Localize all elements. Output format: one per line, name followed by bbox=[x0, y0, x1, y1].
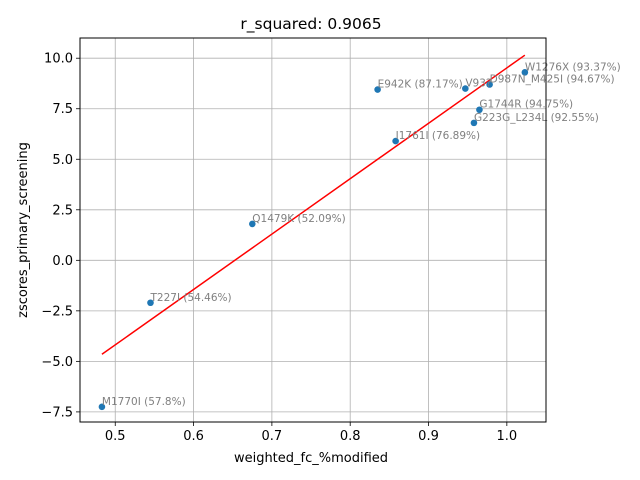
data-point bbox=[147, 299, 154, 307]
data-point bbox=[374, 86, 381, 93]
data-point bbox=[476, 106, 483, 114]
data-point-label: T227I (54.46%) bbox=[149, 292, 231, 304]
y-tick-label: −2.5 bbox=[41, 304, 73, 319]
y-tick-label: 0.0 bbox=[52, 254, 73, 269]
y-tick-label: 10.0 bbox=[44, 52, 73, 67]
fit-line-group bbox=[101, 54, 526, 355]
x-tick-label: 0.5 bbox=[105, 429, 126, 444]
chart-title: r_squared: 0.9065 bbox=[240, 15, 381, 34]
x-tick-label: 0.8 bbox=[340, 429, 361, 444]
data-point bbox=[462, 85, 469, 92]
data-point-label: E942K (87.17%) bbox=[378, 79, 463, 91]
y-axis-title: zscores_primary_screening bbox=[16, 142, 31, 318]
y-tick-label: −7.5 bbox=[41, 405, 73, 420]
data-point bbox=[521, 69, 529, 76]
data-point-label: G223G_L234L (92.55%) bbox=[474, 112, 599, 124]
data-point-label: M1770I (57.8%) bbox=[102, 396, 186, 408]
points-group bbox=[98, 69, 529, 411]
y-tick-label: 7.5 bbox=[52, 102, 73, 117]
grid bbox=[80, 38, 546, 422]
data-point-label: W1276X (93.37%) bbox=[525, 61, 621, 73]
x-tick-label: 0.9 bbox=[418, 429, 439, 444]
data-point bbox=[486, 81, 493, 88]
data-point-label: I1761I (76.89%) bbox=[396, 130, 480, 142]
data-point bbox=[392, 137, 399, 145]
data-point bbox=[98, 403, 106, 411]
x-tick-label: 0.6 bbox=[183, 429, 204, 444]
y-ticks: −7.5 −5.0 −2.5 0.0 2.5 5.0 7.5 10.0 bbox=[41, 52, 80, 420]
data-point bbox=[470, 119, 478, 127]
data-point-label: Q1479K (52.09%) bbox=[252, 213, 345, 225]
data-point-label: D987N_M425I (94.67%) bbox=[490, 73, 615, 85]
x-axis-title: weighted_fc_%modified bbox=[234, 451, 388, 466]
data-point bbox=[249, 220, 256, 228]
x-tick-label: 0.7 bbox=[262, 429, 283, 444]
data-point-label: V93? bbox=[465, 78, 491, 90]
x-ticks: 0.5 0.6 0.7 0.8 0.9 1.0 bbox=[105, 422, 517, 444]
y-tick-label: −5.0 bbox=[41, 355, 73, 370]
y-tick-label: 5.0 bbox=[52, 153, 73, 168]
data-point-label: G1744R (94.75%) bbox=[479, 99, 573, 111]
regression-line bbox=[101, 54, 526, 355]
point-labels-group: M1770I (57.8%) T227I (54.46%) Q1479K (52.0… bbox=[102, 61, 621, 407]
y-tick-label: 2.5 bbox=[52, 203, 73, 218]
axes-frame bbox=[79, 37, 547, 423]
x-tick-label: 1.0 bbox=[496, 429, 517, 444]
